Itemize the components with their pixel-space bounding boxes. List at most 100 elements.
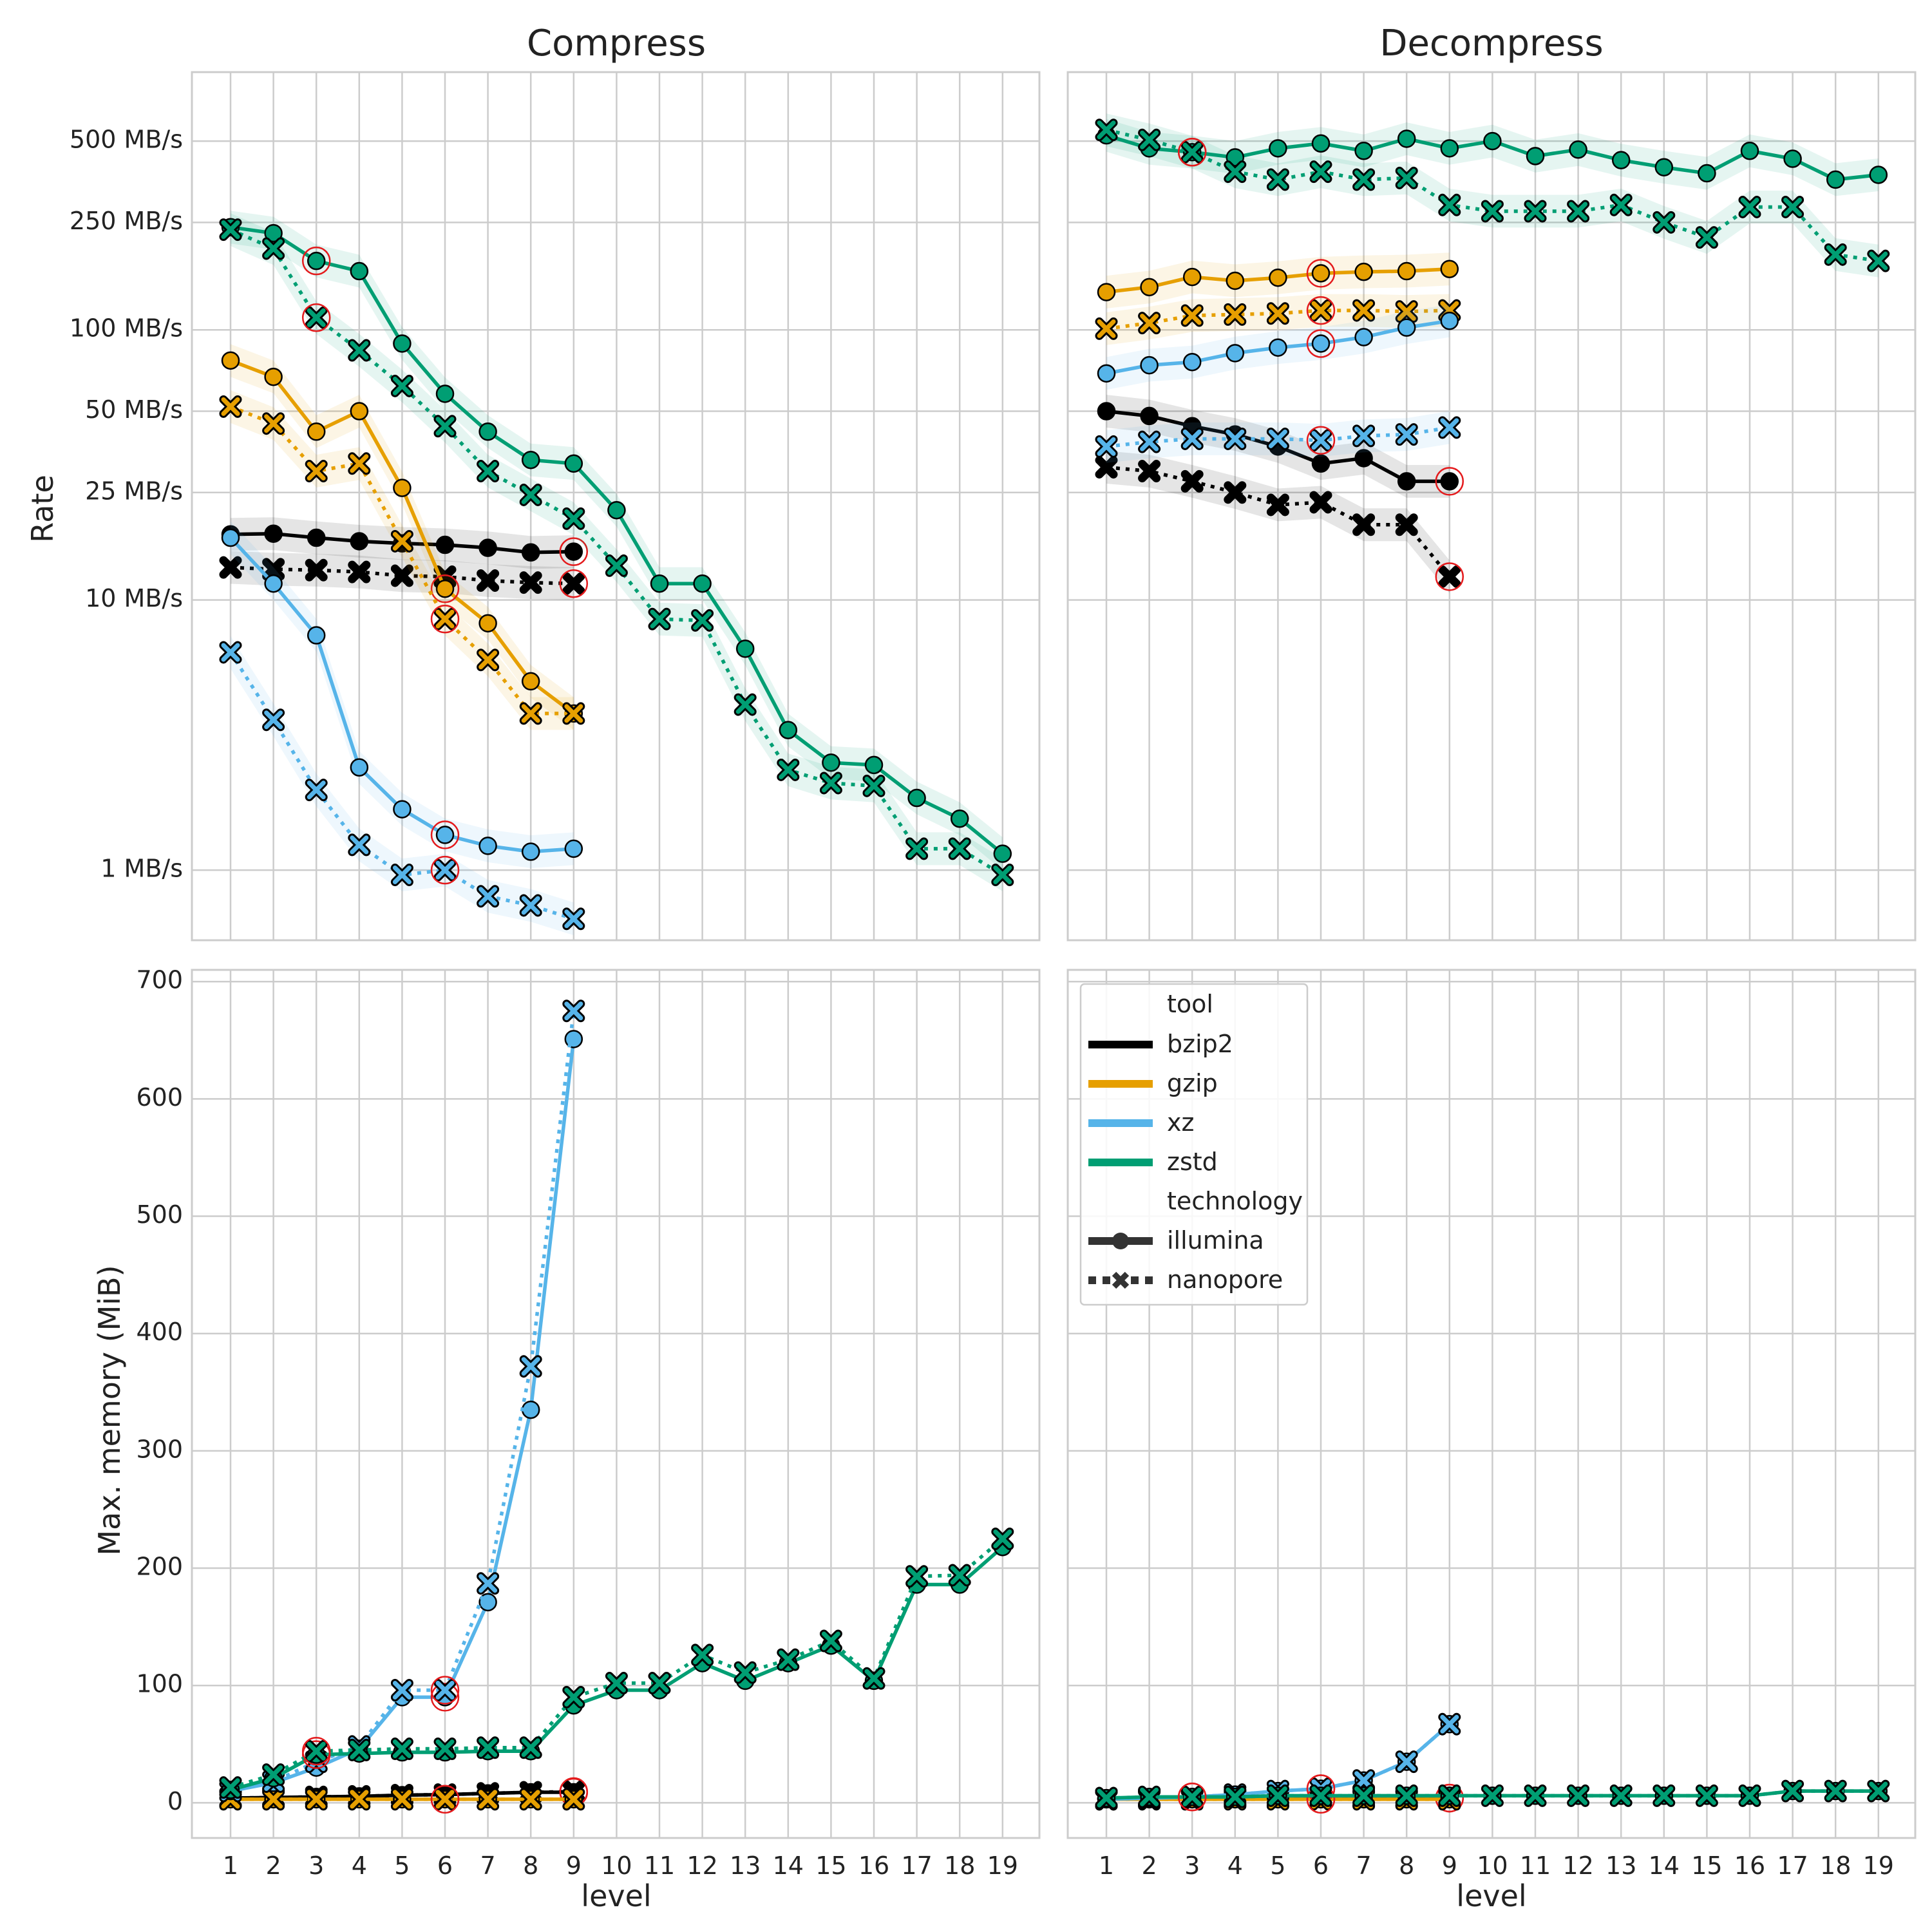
data-point-fill [779,1650,798,1669]
data-point [864,755,884,775]
data-point-fill [564,1001,583,1021]
series-zstd-nanopore [1095,113,1890,278]
y-tick-label: 0 [167,1787,183,1815]
default-level-highlight [430,1785,460,1814]
default-level-highlight [301,303,331,332]
default-level-highlight [430,855,460,885]
data-point [307,251,326,270]
data-point-fill [1097,319,1116,338]
y-tick-label: 100 MB/s [70,314,183,343]
series-zstd-nanopore [219,1527,1014,1799]
data-point [1311,264,1331,283]
data-point-fill [1869,1781,1888,1801]
data-point [1526,147,1545,166]
data-point-fill [392,376,412,395]
data-point-fill [735,695,755,714]
compress-memory-panel: 1 2 3 4 5 6 7 8 9 10 11 12 13 14 15 16 17 18 1901002003004… [136,966,1041,1880]
y-tick-label: 400 [136,1318,183,1346]
y-tick-label: 10 MB/s [85,584,183,612]
data-point [1611,151,1631,169]
compress-memory-plot-area [191,969,1041,1839]
data-point-fill [907,1567,927,1586]
x-tick-label: 7 [480,1852,496,1880]
data-point [1311,334,1331,353]
default-level-highlight [1435,562,1464,591]
data-point-fill [478,1738,498,1757]
data-point [907,788,926,808]
data-point-fill [779,760,798,779]
default-level-highlight [559,569,589,598]
legend-frame [1079,983,1309,1306]
data-point-fill [1354,515,1374,535]
data-point [1397,261,1416,281]
data-point-fill [435,1739,455,1759]
y-tick-label: 500 MB/s [70,126,183,154]
data-point-fill [307,308,326,327]
data-point [1698,164,1716,183]
series-xz-illumina [221,521,583,868]
legend-nanopore-marker [1112,1271,1130,1289]
legend-tool-header: tool [1167,990,1213,1018]
data-point-fill [1869,251,1888,270]
confidence-band [1106,118,1879,196]
compress-xlabel: level [581,1879,651,1913]
data-point [264,367,283,386]
data-point-fill [521,704,540,723]
data-point-fill [564,574,583,593]
data-point-fill [564,1687,583,1707]
data-point-fill [564,1790,583,1809]
data-point-fill [1268,304,1287,323]
data-point [307,626,326,645]
data-point-fill [693,1645,712,1665]
data-point [521,450,540,469]
x-tick-label: 2 [1142,1852,1157,1880]
series-zstd-nanopore [1095,1779,1890,1812]
y-tick-label: 250 MB/s [70,207,183,235]
data-point-fill [521,1738,540,1757]
data-point-fill [1182,142,1202,162]
data-point [1097,364,1116,383]
data-point-fill [907,839,927,858]
series-xz-nanopore [219,636,585,936]
data-point [779,721,798,739]
data-point [264,223,283,243]
data-point [350,758,369,777]
y-tick-label: 1 MB/s [100,855,183,883]
data-point-fill [821,773,840,793]
data-point-fill [1140,130,1159,149]
data-point-fill [392,1680,412,1700]
data-point-fill [564,704,583,723]
data-point-fill [650,1674,669,1693]
x-tick-label: 17 [901,1852,932,1880]
confidence-band [1106,113,1879,278]
data-point-fill [264,239,283,258]
data-point [950,810,969,828]
data-point-fill [1311,162,1331,182]
data-point-fill [1526,202,1545,221]
data-point-fill [350,454,369,473]
series-zstd-illumina [221,211,1012,871]
data-point-fill [1182,471,1202,491]
x-tick-label: 18 [944,1852,975,1880]
data-point [1783,149,1802,168]
legend-illumina-marker [1112,1233,1129,1249]
data-point [307,528,326,547]
data-point-fill [521,1357,540,1376]
data-point-fill [1226,429,1245,448]
data-point-fill [435,860,455,880]
x-tick-label: 19 [1863,1852,1894,1880]
data-point-fill [1611,195,1631,214]
data-point-fill [435,1790,455,1809]
data-point-fill [1654,1786,1674,1805]
data-point [1740,142,1759,160]
data-point-fill [1182,1787,1202,1806]
data-point [1269,139,1287,158]
data-point-fill [1440,567,1459,586]
data-point-fill [1097,458,1116,477]
legend-nanopore-label: nanopore [1167,1265,1283,1294]
x-tick-label: 6 [437,1852,453,1880]
series-xz-illumina [1097,304,1459,390]
data-point [1311,454,1331,473]
data-point-fill [307,560,326,580]
compress-title: Compress [527,23,706,64]
